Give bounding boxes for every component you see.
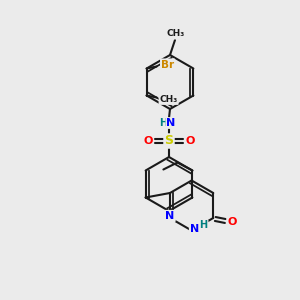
Text: Br: Br [161,59,174,70]
Text: H: H [159,118,167,128]
Text: H: H [200,220,208,230]
Text: N: N [190,224,199,235]
Text: O: O [185,136,195,146]
Text: N: N [167,118,176,128]
Text: O: O [143,136,153,146]
Text: CH₃: CH₃ [160,95,178,104]
Text: N: N [165,211,175,221]
Text: CH₃: CH₃ [167,29,185,38]
Text: O: O [228,217,237,227]
Text: S: S [164,134,173,148]
